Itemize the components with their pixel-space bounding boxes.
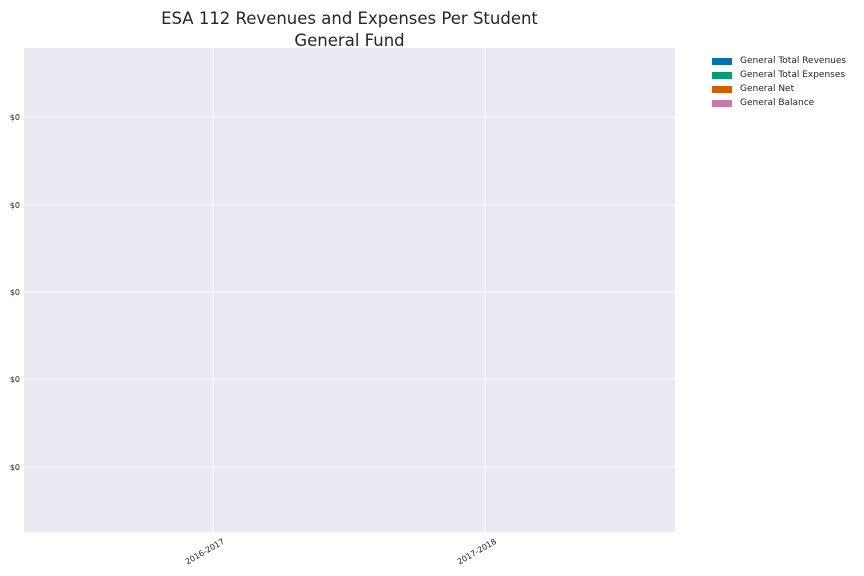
legend-swatch (712, 71, 732, 79)
legend-item: General Total Revenues (712, 54, 846, 68)
y-tick-label: $0 (10, 288, 20, 297)
legend-label: General Balance (740, 98, 815, 108)
y-tick-label: $0 (10, 463, 20, 472)
x-tick-label: 2017-2018 (456, 537, 498, 567)
plot-background (24, 48, 675, 532)
legend: General Total Revenues General Total Expe… (712, 54, 846, 110)
y-tick-label: $0 (10, 201, 20, 210)
legend-label: General Total Revenues (740, 56, 847, 66)
y-tick-labels: $0 $0 $0 $0 $0 (10, 113, 20, 472)
legend-swatch (712, 99, 732, 107)
y-tick-label: $0 (10, 113, 20, 122)
legend-item: General Total Expenses (712, 68, 846, 82)
legend-swatch (712, 85, 732, 93)
legend-label: General Net (740, 84, 795, 94)
legend-item: General Net (712, 82, 846, 96)
grid-lines (24, 48, 675, 532)
legend-item: General Balance (712, 96, 846, 110)
chart-title: ESA 112 Revenues and Expenses Per Studen… (161, 9, 538, 28)
legend-swatch (712, 57, 732, 65)
y-tick-label: $0 (10, 375, 20, 384)
x-tick-label: 2016-2017 (184, 537, 226, 567)
x-tick-labels: 2016-2017 2017-2018 (184, 537, 498, 567)
chart-subtitle: General Fund (294, 31, 405, 50)
legend-label: General Total Expenses (740, 70, 846, 80)
